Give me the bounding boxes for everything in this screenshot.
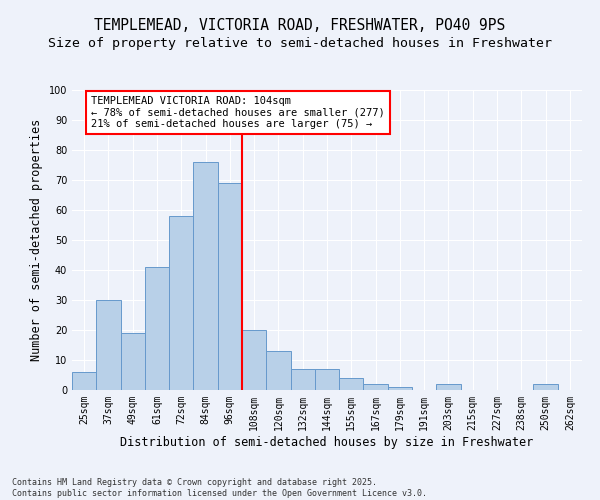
Text: TEMPLEMEAD, VICTORIA ROAD, FRESHWATER, PO40 9PS: TEMPLEMEAD, VICTORIA ROAD, FRESHWATER, P…	[94, 18, 506, 32]
Bar	[388, 387, 412, 390]
Bar	[339, 378, 364, 390]
Bar	[145, 267, 169, 390]
Bar	[193, 162, 218, 390]
X-axis label: Distribution of semi-detached houses by size in Freshwater: Distribution of semi-detached houses by …	[121, 436, 533, 448]
Bar	[72, 372, 96, 390]
Bar	[121, 333, 145, 390]
Text: Contains HM Land Registry data © Crown copyright and database right 2025.
Contai: Contains HM Land Registry data © Crown c…	[12, 478, 427, 498]
Bar	[290, 369, 315, 390]
Bar	[436, 384, 461, 390]
Bar	[218, 183, 242, 390]
Y-axis label: Number of semi-detached properties: Number of semi-detached properties	[30, 119, 43, 361]
Bar	[169, 216, 193, 390]
Bar	[96, 300, 121, 390]
Bar	[266, 351, 290, 390]
Text: TEMPLEMEAD VICTORIA ROAD: 104sqm
← 78% of semi-detached houses are smaller (277): TEMPLEMEAD VICTORIA ROAD: 104sqm ← 78% o…	[91, 96, 385, 129]
Bar	[533, 384, 558, 390]
Bar	[315, 369, 339, 390]
Bar	[242, 330, 266, 390]
Bar	[364, 384, 388, 390]
Text: Size of property relative to semi-detached houses in Freshwater: Size of property relative to semi-detach…	[48, 38, 552, 51]
